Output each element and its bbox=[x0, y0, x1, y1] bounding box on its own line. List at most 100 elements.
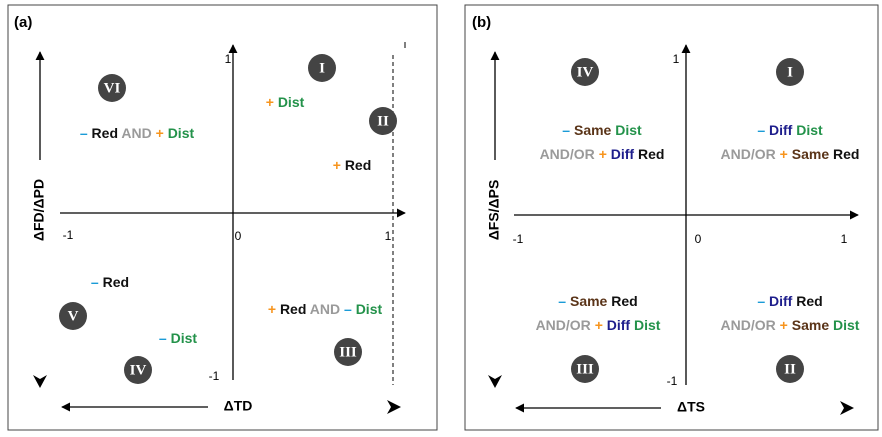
region-label: III bbox=[576, 361, 594, 377]
annotation-word: AND/OR bbox=[721, 317, 776, 333]
annotation-word: AND/OR bbox=[536, 317, 591, 333]
panel-frame bbox=[7, 4, 438, 431]
tick-label: -1 bbox=[667, 374, 678, 388]
tick-label: 0 bbox=[235, 229, 242, 243]
right-arrowhead bbox=[387, 400, 401, 414]
annotation-word: Diff bbox=[607, 317, 631, 333]
annotation: – Red bbox=[91, 274, 129, 290]
annotation-word: Same bbox=[574, 122, 612, 138]
annotation-word: Dist bbox=[615, 122, 642, 138]
annotation-word: Red bbox=[280, 301, 306, 317]
annotation-word: + bbox=[268, 301, 276, 317]
annotation-word: Diff bbox=[769, 293, 793, 309]
region-badge bbox=[98, 74, 126, 102]
region-label: II bbox=[377, 113, 389, 129]
annotation-word: AND bbox=[121, 125, 151, 141]
tick-label: 1 bbox=[673, 52, 680, 66]
annotation-word: Diff bbox=[769, 122, 793, 138]
region-label: IV bbox=[577, 64, 594, 80]
annotation: AND/OR + Diff Red bbox=[540, 146, 665, 162]
annotation: AND/OR + Same Red bbox=[721, 146, 860, 162]
region-label: I bbox=[787, 64, 793, 80]
region-label: II bbox=[784, 361, 796, 377]
annotation-word: + bbox=[780, 317, 788, 333]
annotation: – Diff Red bbox=[757, 293, 822, 309]
annotation-word: Red bbox=[92, 125, 118, 141]
region-badge bbox=[571, 58, 599, 86]
annotation-word: – bbox=[562, 122, 570, 138]
annotation-word: Dist bbox=[833, 317, 860, 333]
annotation: + Dist bbox=[266, 94, 305, 110]
annotation-word: AND/OR bbox=[721, 146, 776, 162]
annotation: – Same Red bbox=[558, 293, 637, 309]
annotation-word: Dist bbox=[168, 125, 195, 141]
x-axis-label: ΔTD bbox=[224, 398, 253, 414]
region-badge bbox=[571, 355, 599, 383]
annotation-word: Dist bbox=[171, 330, 198, 346]
annotation-word: Red bbox=[611, 293, 637, 309]
region-label: VI bbox=[104, 80, 121, 96]
panel-label: (b) bbox=[472, 14, 491, 31]
tick-label: 1 bbox=[225, 52, 232, 66]
y-axis-label: ΔFD/ΔPD bbox=[31, 179, 47, 241]
region-label: I bbox=[319, 60, 325, 76]
annotation: AND/OR + Diff Dist bbox=[536, 317, 661, 333]
annotation-word: + bbox=[595, 317, 603, 333]
annotation: – Red AND + Dist bbox=[80, 125, 195, 141]
down-arrowhead bbox=[488, 375, 502, 388]
tick-label: 1 bbox=[841, 232, 848, 246]
annotation-word: – bbox=[757, 122, 765, 138]
region-badge bbox=[59, 302, 87, 330]
tick-label: -1 bbox=[209, 369, 220, 383]
annotation-word: – bbox=[558, 293, 566, 309]
annotation-word: Red bbox=[796, 293, 822, 309]
y-axis-label: ΔFS/ΔPS bbox=[486, 180, 502, 241]
annotation-word: – bbox=[757, 293, 765, 309]
annotation-word: + bbox=[266, 94, 274, 110]
region-label: V bbox=[68, 308, 79, 324]
region-badge bbox=[124, 356, 152, 384]
annotation-word: Red bbox=[103, 274, 129, 290]
region-badge bbox=[334, 338, 362, 366]
annotation-word: – bbox=[159, 330, 167, 346]
annotation-word: Diff bbox=[611, 146, 635, 162]
tick-label: 0 bbox=[695, 232, 702, 246]
panel-frame bbox=[464, 4, 879, 431]
annotation-word: + bbox=[780, 146, 788, 162]
region-badge bbox=[776, 58, 804, 86]
region-label: III bbox=[339, 344, 357, 360]
right-arrowhead bbox=[840, 401, 854, 415]
annotation: + Red AND – Dist bbox=[268, 301, 383, 317]
tick-label: 1 bbox=[385, 229, 392, 243]
annotation-word: AND bbox=[310, 301, 340, 317]
annotation-word: Dist bbox=[356, 301, 383, 317]
annotation-word: – bbox=[91, 274, 99, 290]
region-badge bbox=[308, 54, 336, 82]
annotation-word: + bbox=[599, 146, 607, 162]
annotation-word: Dist bbox=[278, 94, 305, 110]
annotation-word: Same bbox=[792, 317, 830, 333]
annotation: – Dist bbox=[159, 330, 197, 346]
region-badge bbox=[776, 355, 804, 383]
region-badge bbox=[369, 107, 397, 135]
annotation-word: Dist bbox=[796, 122, 823, 138]
annotation-word: + bbox=[333, 157, 341, 173]
annotation-word: + bbox=[156, 125, 164, 141]
annotation: – Same Dist bbox=[562, 122, 642, 138]
annotation-word: Same bbox=[792, 146, 830, 162]
annotation-word: – bbox=[344, 301, 352, 317]
annotation-word: – bbox=[80, 125, 88, 141]
annotation-word: Same bbox=[570, 293, 608, 309]
annotation: + Red bbox=[333, 157, 372, 173]
region-label: IV bbox=[130, 362, 147, 378]
panel-label: (a) bbox=[14, 14, 32, 31]
annotation: – Diff Dist bbox=[757, 122, 823, 138]
annotation-word: Dist bbox=[634, 317, 661, 333]
annotation-word: AND/OR bbox=[540, 146, 595, 162]
x-axis-label: ΔTS bbox=[677, 399, 705, 415]
tick-label: -1 bbox=[513, 232, 524, 246]
down-arrowhead bbox=[33, 375, 47, 388]
tick-label: -1 bbox=[63, 228, 74, 242]
